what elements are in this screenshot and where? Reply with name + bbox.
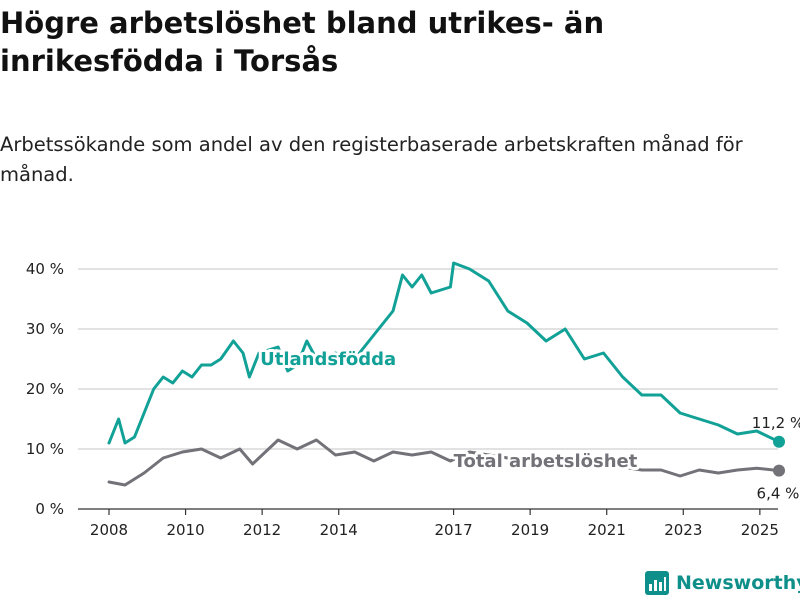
y-tick-label: 0 % (35, 500, 64, 518)
x-tick-label: 2025 (741, 521, 779, 539)
x-tick-label: 2019 (511, 521, 549, 539)
axes: 0 % 10 % 20 % 30 % 40 % 2008 2010 2012 2014 2017 2… (26, 260, 779, 539)
x-tick-label: 2017 (434, 521, 472, 539)
series-name-utlandsfodda: Utlandsfödda (260, 349, 396, 370)
newsworthy-logo[interactable]: Newsworthy (645, 568, 800, 598)
series-name-total-halo: Total arbetslöshet (454, 451, 638, 472)
series-end-point (773, 435, 785, 448)
end-value-label: 6,4 % (757, 485, 800, 503)
x-tick-label: 2012 (243, 521, 281, 539)
series-labels: 11,2 %6,4 %UtlandsföddaUtlandsföddaTotal… (257, 346, 800, 503)
series-end-point (773, 464, 785, 477)
x-tick-label: 2010 (166, 521, 204, 539)
series-line-total (107, 438, 781, 487)
page-subtitle: Arbetssökande som andel av den registerb… (0, 133, 743, 186)
series-lines (107, 261, 785, 487)
x-tick-label: 2008 (90, 521, 128, 539)
y-tick-label: 10 % (26, 440, 64, 458)
x-tick-label: 2021 (588, 521, 626, 539)
newsworthy-logo-icon (645, 571, 669, 595)
series-name-total: Total arbetslöshet (454, 451, 638, 472)
y-tick-label: 30 % (26, 320, 64, 338)
brand-name: Newsworthy (676, 572, 800, 594)
page-title: Högre arbetslöshet bland utrikes- än inr… (0, 6, 605, 78)
x-tick-label: 2023 (664, 521, 702, 539)
x-tick-label: 2014 (320, 521, 358, 539)
end-value-label: 11,2 % (752, 414, 800, 432)
series-line-utlandsfodda (107, 261, 781, 445)
series-name-utlandsfodda-halo: Utlandsfödda (260, 349, 396, 370)
y-tick-label: 40 % (26, 260, 64, 278)
y-tick-label: 20 % (26, 380, 64, 398)
line-chart: 0 % 10 % 20 % 30 % 40 % 2008 2010 2012 2014 2017 2… (26, 260, 800, 539)
